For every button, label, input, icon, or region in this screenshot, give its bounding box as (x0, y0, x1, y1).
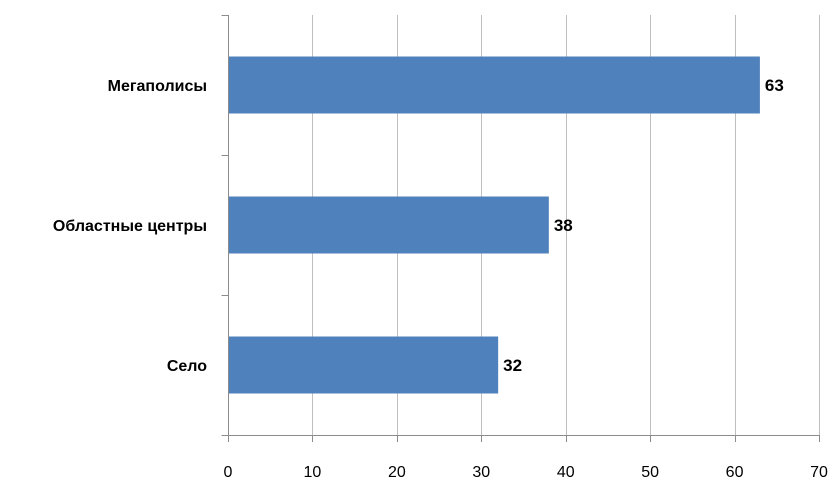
labels: 63 Мегаполисы 38 Областные центры 32 Село 0 10 2… (53, 76, 828, 481)
category-label: Село (167, 358, 207, 375)
data-label: 32 (503, 356, 522, 375)
bars (228, 56, 760, 394)
category-label: Мегаполисы (108, 78, 207, 95)
bar-2 (228, 336, 499, 394)
x-tick-label: 60 (726, 464, 744, 481)
data-label: 38 (554, 216, 573, 235)
x-tick-label: 30 (472, 464, 490, 481)
x-tick-label: 10 (304, 464, 322, 481)
bar-1 (228, 196, 549, 254)
data-label: 63 (765, 76, 784, 95)
x-tick-label: 50 (641, 464, 659, 481)
category-label: Областные центры (53, 218, 207, 235)
axes (221, 15, 820, 442)
x-tick-label: 0 (224, 464, 233, 481)
bar-0 (228, 56, 760, 114)
x-tick-label: 40 (557, 464, 575, 481)
x-tick-label: 70 (810, 464, 828, 481)
x-tick-label: 20 (388, 464, 406, 481)
